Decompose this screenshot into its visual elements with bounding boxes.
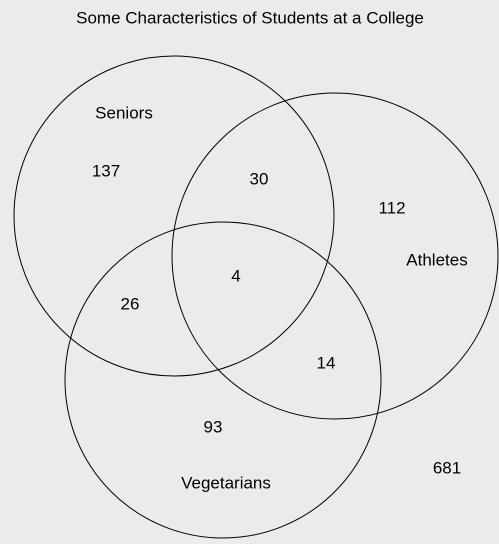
vegetarians-circle [64,221,382,539]
set-label: Athletes [406,250,467,269]
title: Some Characteristics of Students at a Co… [76,8,424,27]
region-count: 30 [250,169,269,188]
athletes-circle [171,92,499,420]
region-count: 93 [204,417,223,436]
outside-count: 681 [433,458,461,477]
region-count: 26 [121,294,140,313]
set-label: Seniors [95,103,153,122]
seniors-circle [13,55,335,377]
region-count: 14 [317,353,336,372]
region-count: 112 [378,198,405,217]
region-count: 137 [92,161,120,180]
set-label: Vegetarians [181,473,271,492]
region-count: 4 [231,266,240,285]
